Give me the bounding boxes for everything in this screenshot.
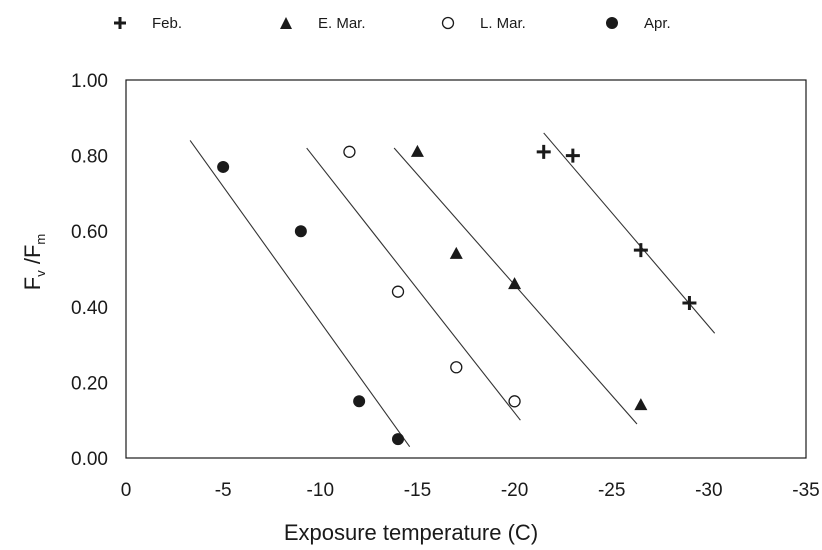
- legend: Feb. E. Mar. L. Mar. Apr.: [0, 8, 822, 38]
- legend-label-l-mar: L. Mar.: [480, 14, 526, 32]
- y-tick-label: 0.80: [71, 147, 108, 168]
- data-point: [449, 246, 463, 259]
- filled-triangle-marker-icon: [280, 17, 292, 29]
- y-axis-label: Fv /Fm: [20, 232, 48, 292]
- y-tick-label: 1.00: [71, 71, 108, 92]
- x-tick-label: -35: [792, 480, 819, 501]
- filled-circle-marker-icon: [606, 17, 618, 29]
- y-tick-label: 0.40: [71, 298, 108, 319]
- x-tick-label: -20: [501, 480, 528, 501]
- fit-line: [306, 147, 521, 421]
- y-tick-label: 0.60: [71, 222, 108, 243]
- data-point: [450, 361, 463, 374]
- data-point: [343, 145, 356, 158]
- data-point: [410, 144, 424, 157]
- open-circle-marker-icon: [441, 16, 455, 30]
- data-point: [682, 296, 697, 311]
- y-tick-label: 0.00: [71, 449, 108, 470]
- y-axis-label-mid: /F: [19, 244, 45, 271]
- x-tick-label: -25: [598, 480, 625, 501]
- data-point: [294, 225, 307, 238]
- data-point: [633, 243, 648, 258]
- x-axis-label: Exposure temperature (C): [283, 520, 539, 545]
- data-points: [217, 144, 697, 446]
- y-axis-ticks: 0.00 0.20 0.40 0.60 0.80 1.00: [71, 71, 108, 470]
- data-point: [536, 144, 551, 159]
- legend-item-e-mar: E. Mar.: [278, 8, 366, 38]
- y-axis-label-sub-m: m: [33, 233, 49, 245]
- x-tick-label: -10: [307, 480, 334, 501]
- fit-lines: [189, 132, 716, 447]
- legend-item-l-mar: L. Mar.: [440, 8, 526, 38]
- data-point: [565, 148, 580, 163]
- x-tick-label: -30: [695, 480, 722, 501]
- fit-line: [189, 140, 411, 447]
- legend-item-apr: Apr.: [604, 8, 671, 38]
- x-axis-ticks: 0 -5 -10 -15 -20 -25 -30 -35: [121, 480, 820, 501]
- legend-item-feb: Feb.: [112, 8, 182, 38]
- y-axis-label-sub-v: v: [33, 270, 49, 277]
- data-point: [508, 277, 522, 290]
- y-axis-label-f: F: [19, 276, 45, 291]
- data-point: [353, 395, 366, 408]
- data-point: [217, 160, 230, 173]
- x-tick-label: -5: [215, 480, 232, 501]
- plus-marker-icon: [114, 17, 126, 29]
- data-point: [392, 433, 404, 446]
- legend-label-apr: Apr.: [644, 14, 671, 32]
- x-tick-label: 0: [121, 480, 132, 501]
- x-tick-label: -15: [404, 480, 431, 501]
- fit-line: [543, 132, 716, 334]
- data-point: [508, 395, 521, 408]
- data-point: [634, 398, 648, 411]
- legend-label-e-mar: E. Mar.: [318, 14, 366, 32]
- y-tick-label: 0.20: [71, 373, 108, 394]
- data-point: [391, 285, 405, 298]
- plot-area-frame: [125, 79, 807, 459]
- legend-label-feb: Feb.: [152, 14, 183, 32]
